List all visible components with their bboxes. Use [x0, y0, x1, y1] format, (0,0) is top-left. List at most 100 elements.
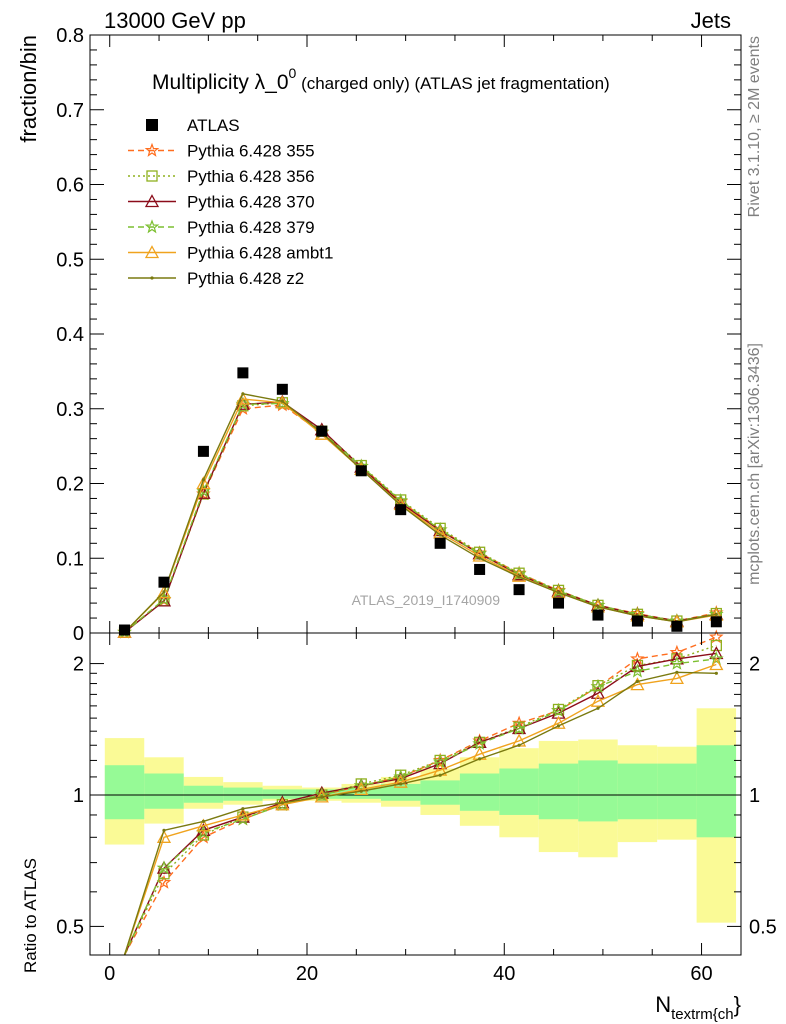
- ratio-x-tick-label: 20: [296, 963, 318, 985]
- main-series-marker-z2: [201, 478, 206, 482]
- main-y-tick-label: 0.3: [56, 399, 84, 421]
- ratio-series-line-z2: [123, 671, 717, 956]
- legend-label-ambt1: Pythia 6.428 ambt1: [187, 244, 333, 263]
- ratio-axes: 0.5 0.51 12 20 20 40 60: [56, 633, 777, 985]
- main-series-marker-z2: [438, 533, 442, 537]
- main-plot: 0 0.1 0.2 0.3 0.4 0.5 0.6 0.7 0.8: [56, 25, 742, 645]
- legend-label-p370: Pythia 6.428 370: [187, 193, 315, 212]
- ratio-band-inner: [459, 773, 500, 811]
- atlas-data-point: [513, 584, 525, 596]
- ratio-series-marker-ambt1: [709, 657, 724, 671]
- ratio-band-inner: [341, 787, 381, 799]
- atlas-data-point: [671, 620, 683, 632]
- ratio-series-marker-p379: [551, 703, 566, 717]
- analysis-label: ATLAS_2019_I1740909: [352, 592, 501, 608]
- atlas-data-point: [119, 624, 131, 636]
- ratio-series-marker-ambt1: [393, 774, 408, 788]
- legend-label-p356: Pythia 6.428 356: [187, 167, 315, 186]
- ratio-series-marker-p356: [710, 639, 722, 652]
- legend-marker-p379: [144, 219, 160, 234]
- ratio-y-axis-label: Ratio to ATLAS: [21, 858, 40, 973]
- ratio-plot-frame: [89, 632, 742, 956]
- main-series-marker-z2: [162, 590, 166, 594]
- legend-marker-p356: [146, 170, 158, 182]
- ratio-series-marker-p379: [511, 720, 527, 735]
- ratio-band-inner: [380, 783, 421, 801]
- ratio-band-inner: [499, 768, 539, 815]
- legend-label-z2: Pythia 6.428 z2: [187, 269, 304, 288]
- main-y-tick-label: 0.5: [56, 249, 84, 271]
- ratio-series-line-p355: [123, 636, 717, 956]
- atlas-data-point: [158, 576, 170, 588]
- ratio-series-marker-p379: [156, 860, 172, 875]
- legend-label-p355: Pythia 6.428 355: [187, 142, 315, 161]
- main-data-points: [119, 367, 722, 636]
- ratio-series-marker-z2: [280, 801, 284, 805]
- ratio-series-marker-ambt1: [551, 715, 566, 729]
- legend-label-atlas: ATLAS: [187, 116, 240, 135]
- ratio-series-marker-z2: [556, 724, 561, 728]
- ratio-x-tick-label: 0: [104, 963, 115, 985]
- legend-marker-ambt1: [144, 245, 160, 259]
- main-y-tick-label: 0.1: [56, 548, 84, 570]
- ratio-series-marker-p355: [156, 874, 172, 889]
- ratio-series-marker-p355: [472, 733, 487, 748]
- main-series-marker-z2: [478, 556, 482, 560]
- main-series-line-z2: [123, 393, 717, 633]
- main-title: Multiplicity λ_00 (charged only) (ATLAS …: [152, 65, 610, 94]
- atlas-data-point: [237, 367, 249, 379]
- main-series-marker-ambt1: [156, 585, 172, 599]
- main-series-marker-ambt1: [235, 391, 250, 405]
- ratio-series-marker-z2: [596, 706, 600, 710]
- ratio-series-marker-ambt1: [354, 782, 369, 796]
- ratio-series-marker-z2: [517, 743, 521, 747]
- atlas-data-point: [474, 563, 486, 575]
- atlas-data-point: [197, 445, 209, 457]
- ratio-series-group: [123, 629, 724, 956]
- legend-marker-p355: [144, 142, 160, 157]
- ratio-band-inner: [262, 789, 303, 799]
- main-series-marker-z2: [556, 591, 561, 595]
- ratio-bands: [104, 708, 737, 923]
- ratio-series-marker-p379: [393, 769, 409, 784]
- ratio-series-line-ambt1: [123, 663, 717, 956]
- main-series-marker-p379: [274, 395, 290, 410]
- atlas-data-point: [553, 597, 565, 609]
- ratio-series-marker-z2: [438, 773, 442, 777]
- legend-marker-z2: [150, 276, 154, 280]
- ratio-series-marker-p355: [669, 644, 685, 659]
- ratio-series-marker-p379: [472, 736, 487, 750]
- main-y-axis-label: fraction/bin: [16, 35, 41, 143]
- ratio-y-tick-label: 0.5: [56, 916, 84, 938]
- atlas-data-point: [355, 465, 367, 477]
- atlas-data-point: [631, 615, 643, 627]
- main-y-tick-label: 0.7: [56, 100, 84, 122]
- main-series-marker-ambt1: [196, 476, 211, 490]
- legend: ATLAS Pythia 6.428 355 Pythia 6.428 356 Pyt…: [128, 116, 333, 288]
- main-series-marker-z2: [714, 612, 718, 616]
- ratio-x-tick-label: 40: [493, 963, 515, 985]
- ratio-y-tick-label: 2: [73, 654, 84, 676]
- main-series-marker-p379: [393, 492, 409, 507]
- ratio-series-line-p370: [123, 652, 717, 956]
- atlas-data-point: [434, 537, 446, 549]
- ratio-series-marker-p355: [511, 715, 527, 730]
- main-axes: 0 0.1 0.2 0.3 0.4 0.5 0.6 0.7 0.8: [56, 25, 741, 645]
- ratio-series-marker-z2: [359, 789, 363, 793]
- x-axis-label: Ntextrm{ch}: [655, 992, 741, 1023]
- ratio-series-marker-z2: [478, 757, 482, 761]
- ratio-series-marker-ambt1: [156, 829, 172, 843]
- atlas-data-point: [276, 383, 288, 395]
- ratio-series-marker-p379: [353, 777, 369, 792]
- rivet-label: Rivet 3.1.10, ≥ 2M events: [746, 36, 763, 217]
- main-series-line-p379: [124, 402, 717, 633]
- ratio-band-inner: [538, 763, 579, 820]
- atlas-data-point: [395, 504, 407, 516]
- main-y-tick-label: 0.2: [56, 474, 84, 496]
- ratio-y-tick-label-right: 2: [749, 654, 760, 676]
- ratio-series-marker-p370: [511, 721, 527, 735]
- ratio-series-marker-ambt1: [196, 818, 211, 832]
- source-label: mcplots.cern.ch [arXiv:1306.3436]: [746, 343, 763, 585]
- ratio-series-marker-z2: [241, 807, 245, 811]
